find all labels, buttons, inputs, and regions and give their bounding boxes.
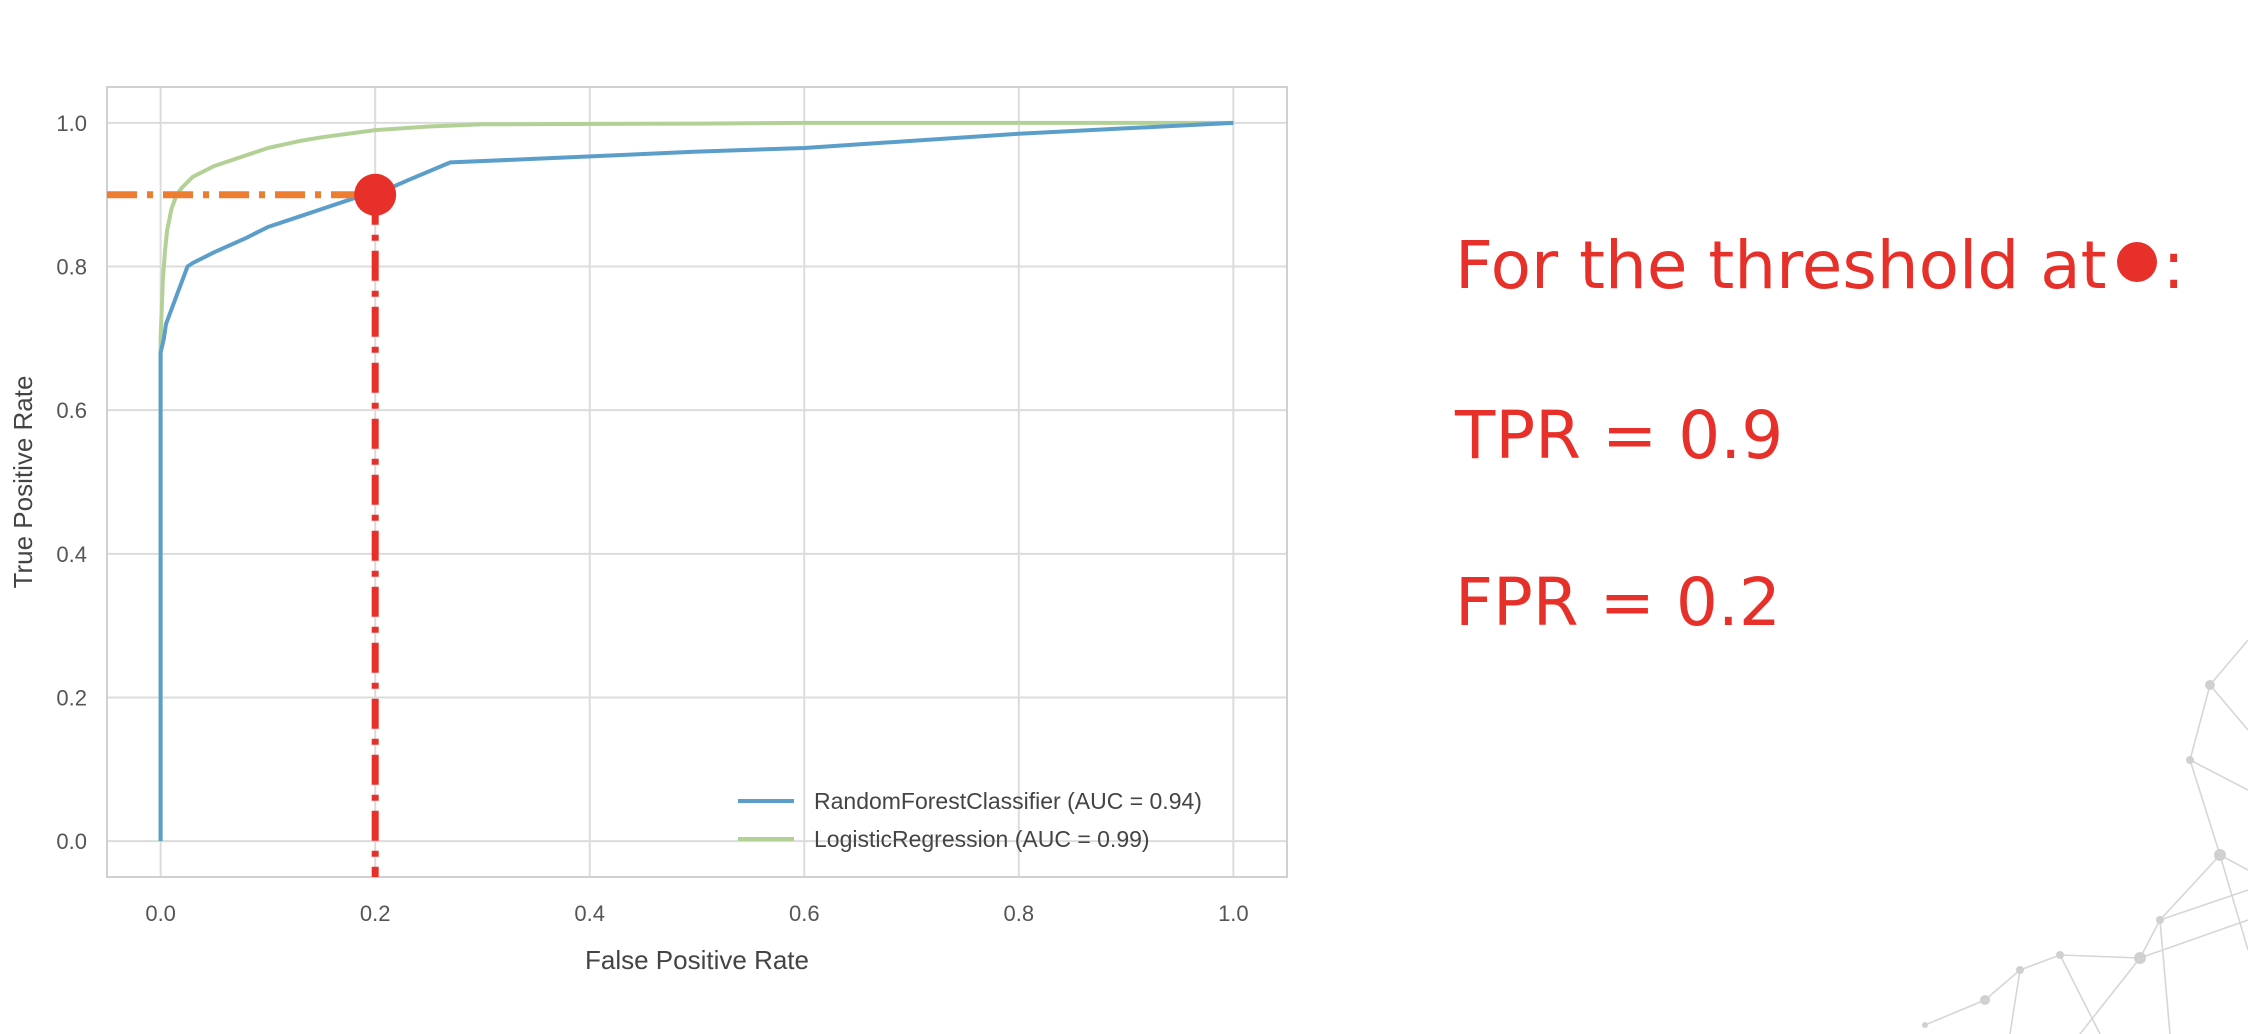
x-tick-label: 0.2 [360, 901, 391, 926]
x-tick-label: 0.4 [574, 901, 605, 926]
y-tick-label: 0.0 [56, 829, 87, 854]
y-tick-label: 0.2 [56, 685, 87, 710]
threshold-line: For the threshold at: [1455, 233, 2185, 299]
threshold-dot-icon [2116, 242, 2157, 282]
y-tick-label: 1.0 [56, 111, 87, 136]
plot-area [107, 87, 1287, 877]
y-axis-label: True Positive Rate [8, 376, 38, 589]
threshold-text: For the threshold at [1455, 227, 2107, 304]
y-tick-label: 0.8 [56, 255, 87, 280]
roc-line-random-forest [158, 120, 1234, 842]
legend-label: LogisticRegression (AUC = 0.99) [814, 826, 1150, 852]
plot-frame [106, 86, 1288, 878]
tpr-value-text: TPR = 0.9 [1455, 397, 1784, 474]
y-tick-label: 0.4 [56, 542, 87, 567]
threshold-colon: : [2162, 227, 2185, 304]
threshold-point-marker [354, 173, 397, 216]
roc-line-logistic-regression [158, 120, 1234, 842]
y-tick-label: 0.6 [56, 398, 87, 423]
fpr-value-text: FPR = 0.2 [1455, 564, 1781, 641]
roc-curve-chart: 0.0 0.2 0.4 0.6 0.8 1.0 0.0 0.2 0.4 0.6 0.8 1.0 Fals… [8, 86, 1288, 975]
x-tick-label: 0.0 [145, 901, 176, 926]
network-decoration-graphic [1922, 639, 2248, 1034]
x-axis-label: False Positive Rate [585, 945, 809, 975]
x-tick-label: 0.6 [789, 901, 820, 926]
x-tick-label: 0.8 [1004, 901, 1035, 926]
x-tick-label: 1.0 [1218, 901, 1249, 926]
legend-label: RandomForestClassifier (AUC = 0.94) [814, 788, 1202, 814]
